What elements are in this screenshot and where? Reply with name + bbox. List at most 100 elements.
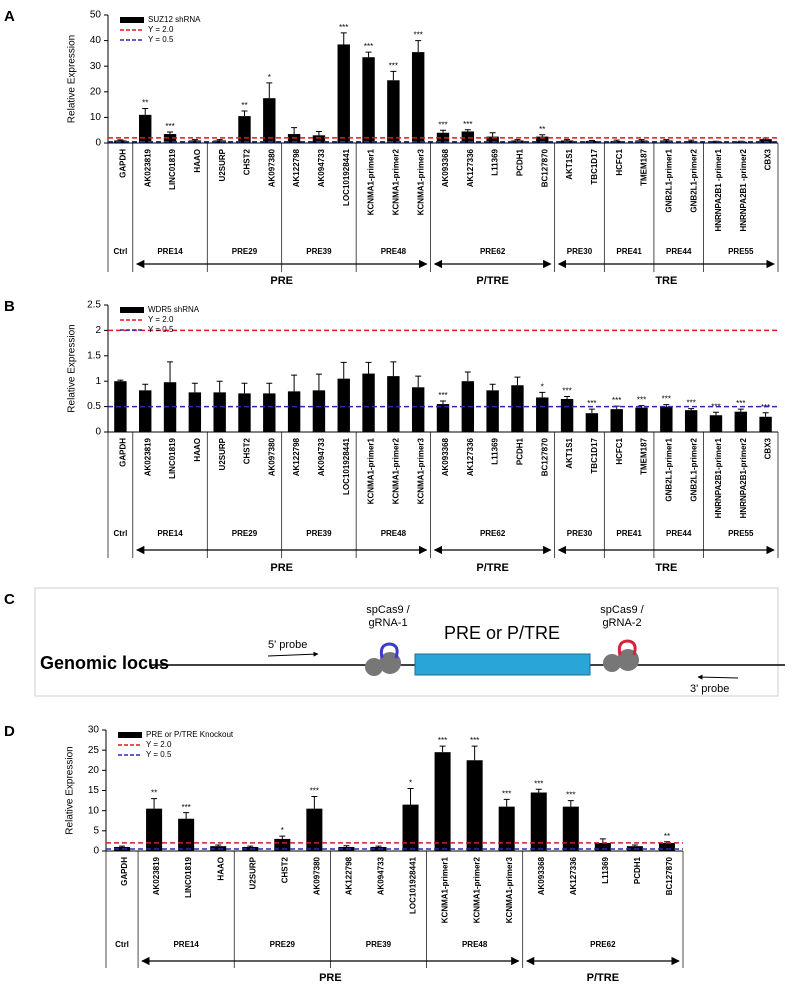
bar: [163, 134, 177, 143]
error-bar: [390, 361, 397, 377]
error-bar: [440, 129, 446, 133]
bar: [530, 792, 547, 851]
error-bar: [241, 382, 248, 394]
bar: [411, 387, 425, 432]
cas9-right: spCas9 / gRNA-2: [600, 604, 645, 672]
bar: [660, 406, 673, 432]
y-tick-label: 2: [95, 325, 101, 336]
legend-label: SUZ12 shRNA: [148, 15, 201, 24]
significance: ***: [339, 23, 348, 32]
error-bar: [247, 845, 254, 847]
cas9-label: spCas9 /: [366, 604, 410, 616]
x-tick-label: TBC1D17: [590, 148, 599, 184]
bar: [139, 390, 152, 432]
x-tick-label: CBX3: [764, 148, 773, 170]
y-tick-label: 40: [90, 35, 102, 46]
x-tick-label: PCDH1: [516, 148, 525, 176]
x-tick-label: KCNMA1-primer3: [505, 856, 514, 923]
group-label: Ctrl: [114, 247, 128, 256]
group-label: PRE39: [306, 529, 332, 538]
error-bar: [117, 139, 124, 141]
bar: [594, 842, 611, 851]
error-bar: [142, 383, 149, 391]
x-tick-label: HAAO: [193, 149, 202, 173]
x-tick-label: LOC101928441: [342, 437, 351, 494]
error-bar: [539, 391, 546, 398]
significance: *: [541, 382, 544, 391]
bar: [466, 760, 483, 851]
y-tick-label: 10: [90, 112, 102, 123]
group-label: PRE41: [616, 247, 642, 256]
x-tick-label: AK023819: [152, 856, 161, 895]
error-bar: [762, 412, 769, 417]
y-tick-label: 1: [95, 376, 101, 387]
x-tick-label: AK093368: [441, 148, 450, 187]
bar: [238, 393, 251, 432]
error-bar: [151, 798, 158, 809]
x-tick-label: LINC01819: [168, 148, 177, 189]
locus-label: Genomic locus: [40, 653, 169, 673]
bar: [312, 135, 326, 143]
bar: [312, 390, 326, 432]
error-bar: [440, 400, 446, 405]
super-group-label: PRE: [319, 972, 342, 984]
significance: ***: [686, 399, 695, 408]
error-bar: [535, 788, 542, 793]
significance: ***: [181, 803, 190, 812]
error-bar: [343, 845, 350, 847]
error-bar: [631, 844, 638, 847]
y-tick-label: 15: [88, 785, 100, 796]
bar: [684, 140, 698, 143]
diagram-frame: [34, 587, 779, 697]
significance: ***: [364, 42, 373, 51]
x-tick-label: U2SURP: [248, 856, 257, 889]
x-tick-label: AKT1S1: [565, 148, 574, 179]
error-bar: [613, 139, 620, 141]
x-tick-label: TMEM187: [640, 148, 649, 185]
legend-label: Y = 2.0: [148, 315, 174, 324]
x-tick-label: CHST2: [243, 148, 252, 175]
panel-letter: D: [4, 723, 15, 740]
x-tick-label: GNB2L1-primer2: [689, 437, 698, 501]
significance: **: [539, 125, 545, 134]
significance: ***: [562, 387, 571, 396]
bar: [658, 842, 675, 851]
bar: [635, 140, 648, 143]
error-bar: [415, 375, 422, 388]
error-bar: [365, 361, 372, 374]
bar: [178, 818, 195, 851]
x-tick-label: HCFC1: [615, 437, 624, 464]
bar: [188, 140, 202, 143]
y-tick-label: 20: [88, 765, 100, 776]
x-tick-label: L11369: [491, 437, 500, 464]
y-tick-label: 25: [88, 745, 100, 756]
error-bar: [266, 82, 273, 99]
group-label: Ctrl: [114, 529, 128, 538]
error-bar: [471, 745, 478, 761]
significance: **: [241, 101, 247, 110]
group-label: PRE48: [462, 940, 488, 949]
bar: [362, 57, 375, 143]
x-tick-label: LOC101928441: [342, 148, 351, 205]
error-bar: [191, 139, 198, 141]
error-bar: [663, 404, 670, 407]
significance: ***: [438, 120, 447, 129]
super-group-label: PRE: [270, 562, 293, 574]
bar: [163, 382, 177, 432]
group-label: PRE62: [480, 247, 506, 256]
legend-label: Y = 0.5: [148, 325, 174, 334]
x-tick-label: HAAO: [216, 857, 225, 881]
bar: [511, 385, 524, 432]
bar: [238, 116, 251, 143]
bar: [585, 413, 599, 432]
error-bar: [216, 139, 223, 141]
x-tick-label: GNB2L1-primer1: [664, 148, 673, 212]
legend-label: WDR5 shRNA: [148, 305, 200, 314]
x-tick-label: AK122798: [292, 437, 301, 476]
bar: [635, 407, 648, 432]
bar: [146, 808, 163, 851]
x-tick-label: LINC01819: [184, 856, 193, 897]
group-label: PRE55: [728, 247, 754, 256]
grna-loop: [379, 642, 399, 659]
